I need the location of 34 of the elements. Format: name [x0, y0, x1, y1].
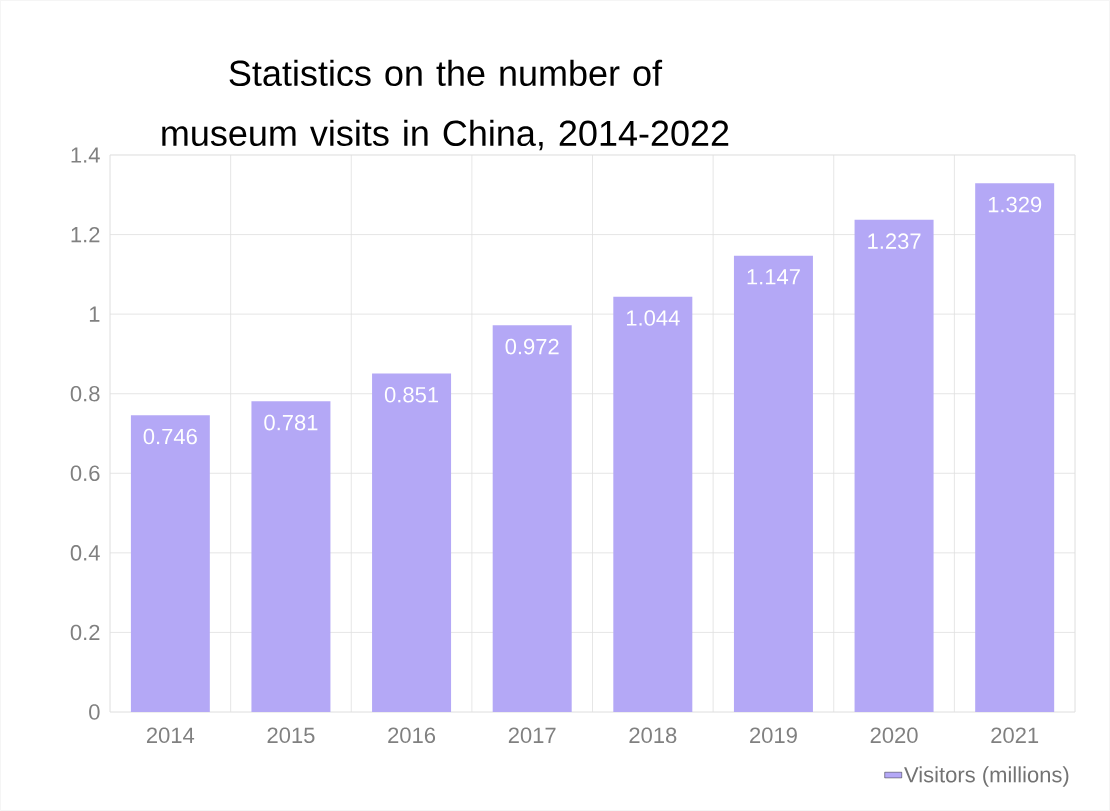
data-label: 0.851: [384, 386, 439, 403]
chart-title: Statistics on the number of museum visits in China, 2014-2022: [162, 59, 729, 151]
y-tick-label: 0: [89, 704, 100, 720]
legend-label: Visitors (millions): [904, 766, 1069, 787]
bar: [251, 401, 331, 712]
y-tick-label: 0.2: [70, 624, 100, 641]
data-label: 0.746: [143, 428, 197, 445]
y-tick-label: 1: [89, 306, 100, 322]
y-tick-label: 1.2: [71, 226, 100, 243]
x-tick-label: 2014: [146, 727, 195, 744]
data-label: 1.329: [988, 196, 1042, 213]
bar: [613, 296, 693, 712]
y-tick-label: 0.6: [70, 465, 100, 482]
data-label: 0.781: [264, 414, 318, 431]
x-tick-label: 2019: [750, 727, 797, 744]
bar: [733, 255, 813, 712]
bar: [854, 219, 934, 712]
data-label: 1.237: [868, 233, 921, 249]
x-tick-label: 2016: [388, 727, 436, 744]
x-tick-label: 2020: [870, 727, 918, 744]
x-tick-label: 2021: [991, 727, 1039, 744]
x-tick-label: 2015: [267, 727, 315, 744]
bar: [492, 325, 572, 712]
y-tick-label: 1.4: [71, 147, 100, 163]
y-tick-label: 0.4: [70, 545, 100, 561]
data-label: 1.044: [626, 310, 680, 326]
data-label: 0.972: [505, 338, 559, 355]
bar: [130, 415, 210, 712]
y-tick-label: 0.8: [70, 385, 100, 402]
data-label: 1.147: [747, 269, 800, 285]
bar: [372, 373, 452, 712]
x-tick-label: 2018: [629, 727, 677, 744]
bar: [975, 183, 1055, 712]
x-tick-label: 2017: [508, 727, 556, 744]
